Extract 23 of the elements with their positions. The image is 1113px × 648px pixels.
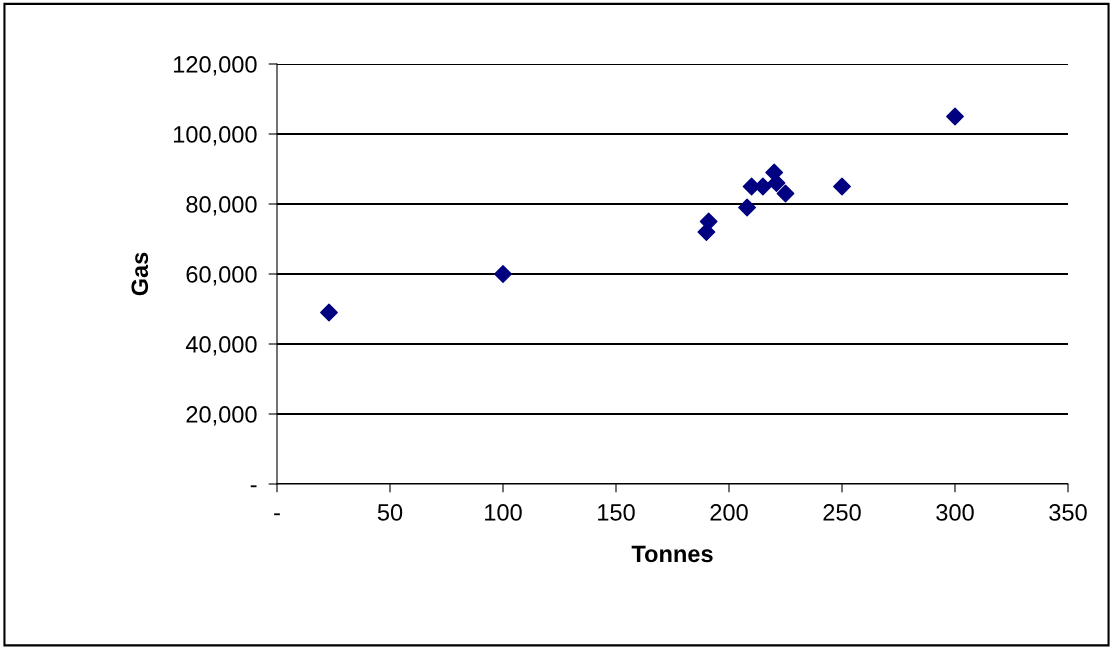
point (738, 198, 756, 217)
x-tick-label: 200 (710, 504, 748, 521)
y-tick-label: 100,000 (174, 126, 257, 146)
y-tick-label: 40,000 (185, 336, 257, 356)
x-axis-title: Tonnes (631, 545, 713, 563)
point (320, 303, 338, 322)
x-tick-label: 250 (823, 504, 861, 521)
point (946, 107, 964, 126)
y-axis-title: Gas (131, 252, 149, 296)
x-tick-label: 150 (598, 504, 635, 521)
point (833, 177, 851, 196)
y-tick-label: 80,000 (186, 196, 257, 216)
x-tick-label: 100 (485, 504, 522, 521)
x-tick-label: 350 (1049, 504, 1087, 521)
point (776, 184, 795, 203)
y-tick-label: 120,000 (174, 56, 257, 76)
y-tick-label: 20,000 (186, 406, 257, 426)
point (494, 265, 512, 283)
point (767, 174, 786, 192)
x-tick-label: 50 (377, 504, 403, 521)
y-tick-label: - (250, 485, 257, 488)
y-tick-label: 60,000 (186, 266, 257, 286)
x-tick-label: 300 (936, 504, 974, 521)
